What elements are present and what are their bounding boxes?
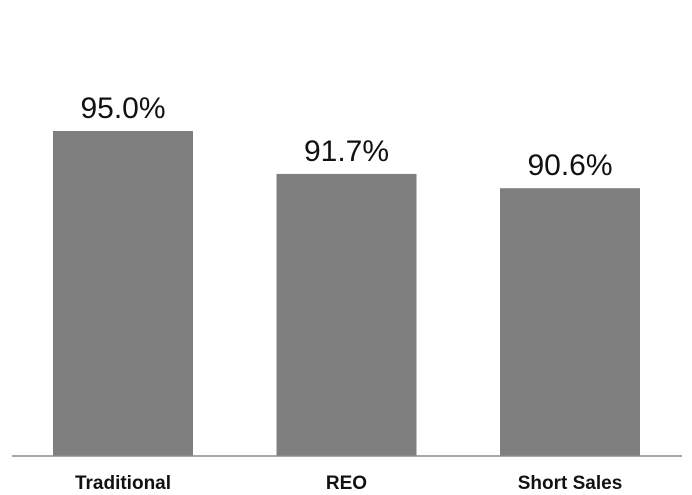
value-labels-group: 95.0% 91.7% 90.6% — [80, 92, 612, 182]
category-label-short-sales: Short Sales — [518, 473, 623, 494]
value-label-reo: 91.7% — [304, 135, 389, 168]
category-label-traditional: Traditional — [75, 473, 171, 494]
category-label-reo: REO — [326, 473, 367, 494]
bar-short-sales — [500, 188, 640, 456]
bar-reo — [276, 173, 417, 456]
category-labels-group: Traditional REO Short Sales — [75, 473, 622, 494]
bar-traditional — [53, 131, 193, 456]
value-label-short-sales: 90.6% — [527, 149, 612, 182]
value-label-traditional: 95.0% — [80, 92, 165, 125]
bars-group — [53, 131, 640, 456]
